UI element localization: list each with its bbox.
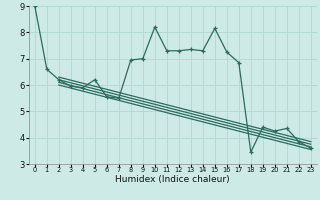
X-axis label: Humidex (Indice chaleur): Humidex (Indice chaleur) <box>116 175 230 184</box>
